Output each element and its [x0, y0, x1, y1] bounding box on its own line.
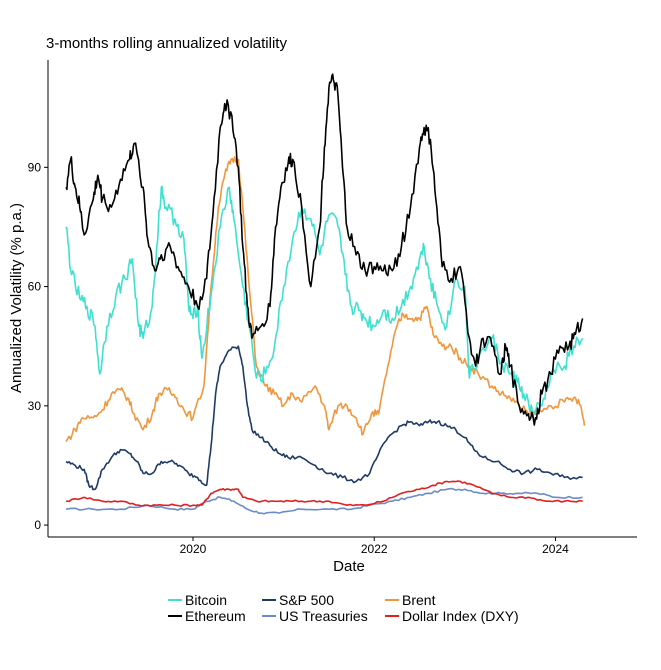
y-tick-label: 0 — [34, 518, 41, 532]
series-line-ethereum — [65, 73, 584, 426]
x-axis-label: Date — [333, 558, 365, 575]
y-tick-label: 60 — [28, 280, 42, 294]
y-tick-label: 30 — [28, 399, 42, 413]
legend-label: S&P 500 — [279, 592, 334, 608]
series-line-brent — [65, 156, 586, 442]
legend-item-dollar-index-dxy: Dollar Index (DXY) — [385, 608, 519, 624]
x-tick-label: 2024 — [542, 542, 569, 556]
chart-title: 3-months rolling annualized volatility — [46, 35, 287, 52]
legend-item-us-treasuries: US Treasuries — [262, 608, 368, 624]
plot-lines — [65, 73, 586, 515]
y-tick-label: 90 — [28, 160, 42, 174]
series-line-bitcoin — [65, 185, 584, 415]
x-tick-label: 2020 — [180, 542, 207, 556]
series-line-dollar-index-dxy — [66, 480, 583, 507]
legend-label: Bitcoin — [185, 592, 227, 608]
series-line-s-p-500 — [65, 345, 583, 491]
legend-label: Brent — [402, 592, 436, 608]
legend-label: Ethereum — [185, 608, 246, 624]
legend-item-ethereum: Ethereum — [168, 608, 246, 624]
y-axis-label: Annualized Volatility (% p.a.) — [8, 203, 25, 393]
x-tick-label: 2022 — [361, 542, 388, 556]
legend-item-bitcoin: Bitcoin — [168, 592, 227, 608]
legend-item-s-p-500: S&P 500 — [262, 592, 334, 608]
legend-label: US Treasuries — [279, 608, 368, 624]
x-ticks: 2020 2022 2024 — [180, 537, 569, 556]
legend-label: Dollar Index (DXY) — [402, 608, 519, 624]
y-ticks: 0 30 60 90 — [28, 160, 48, 532]
legend-item-brent: Brent — [385, 592, 436, 608]
